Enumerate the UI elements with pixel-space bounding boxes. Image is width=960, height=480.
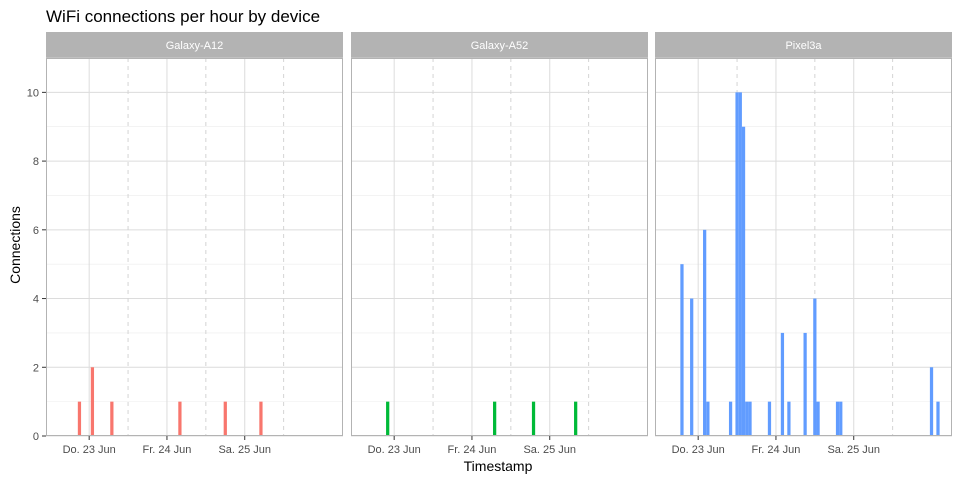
- y-tick-label: 6: [33, 225, 39, 237]
- bar: [816, 401, 820, 436]
- x-tick-label: Fr. 24 Jun: [447, 444, 496, 456]
- x-tick-label: Fr. 24 Jun: [142, 444, 191, 456]
- y-tick-label: 4: [33, 294, 39, 306]
- bar: [745, 401, 749, 436]
- x-tick-label: Sa. 25 Jun: [523, 444, 576, 456]
- x-tick-label: Do. 23 Jun: [672, 444, 725, 456]
- bar: [929, 367, 934, 436]
- bar: [839, 401, 843, 436]
- bar: [259, 401, 263, 436]
- y-tick-label: 8: [33, 156, 39, 168]
- bar: [574, 401, 578, 436]
- x-tick-label: Do. 23 Jun: [63, 444, 116, 456]
- bar: [680, 264, 684, 436]
- facet-panel-2: Pixel3a Do. 23 Jun Fr. 24 Jun Sa. 25 Jun: [655, 32, 952, 456]
- panel-border: [351, 58, 648, 436]
- facet-panels: Galaxy-A12 Do. 23 Jun Fr. 24 Jun Sa. 25 Jun…: [46, 32, 952, 456]
- bar: [741, 126, 746, 437]
- facet-strip: [46, 32, 343, 58]
- bar: [728, 401, 733, 436]
- y-tick-label: 0: [33, 431, 39, 443]
- panel-border: [655, 58, 952, 436]
- bar: [703, 229, 707, 436]
- panel-background: [351, 58, 648, 436]
- facet-panel-0: Galaxy-A12 Do. 23 Jun Fr. 24 Jun Sa. 25 Jun: [46, 32, 343, 456]
- x-tick-label: Sa. 25 Jun: [827, 444, 880, 456]
- x-tick-label: Do. 23 Jun: [368, 444, 421, 456]
- bar: [738, 92, 742, 436]
- bar: [77, 401, 82, 436]
- y-tick-label: 2: [33, 362, 39, 374]
- bar: [386, 401, 390, 436]
- facet-strip: [655, 32, 952, 58]
- bar: [767, 401, 772, 436]
- x-tick-label: Sa. 25 Jun: [218, 444, 271, 456]
- x-axis-title: Timestamp: [464, 458, 533, 474]
- bar: [110, 401, 114, 436]
- bar: [813, 298, 817, 436]
- bar: [787, 401, 791, 436]
- panel-background: [46, 58, 343, 436]
- bar: [735, 92, 739, 436]
- bar: [706, 401, 710, 436]
- facet-panel-1: Galaxy-A52 Do. 23 Jun Fr. 24 Jun Sa. 25 Jun: [351, 32, 648, 456]
- panel-border: [46, 58, 343, 436]
- y-axis-title: Connections: [7, 206, 23, 284]
- y-axis: 0 2 4 6 8 10: [27, 87, 46, 443]
- bar: [690, 298, 694, 436]
- bar: [835, 401, 840, 436]
- bar: [223, 401, 227, 436]
- facet-strip-label: Pixel3a: [785, 40, 822, 52]
- x-tick-label: Fr. 24 Jun: [751, 444, 800, 456]
- bar: [780, 332, 785, 436]
- chart-title: WiFi connections per hour by device: [46, 7, 320, 26]
- bar: [803, 332, 807, 436]
- y-tick-label: 10: [27, 87, 39, 99]
- facet-strip-label: Galaxy-A12: [166, 40, 223, 52]
- bar: [90, 367, 95, 436]
- bar: [748, 401, 752, 436]
- facet-strip: [351, 32, 648, 58]
- bar: [936, 401, 940, 436]
- bar: [531, 401, 536, 436]
- facet-strip-label: Galaxy-A52: [471, 40, 528, 52]
- bar: [493, 401, 497, 436]
- bar: [178, 401, 182, 436]
